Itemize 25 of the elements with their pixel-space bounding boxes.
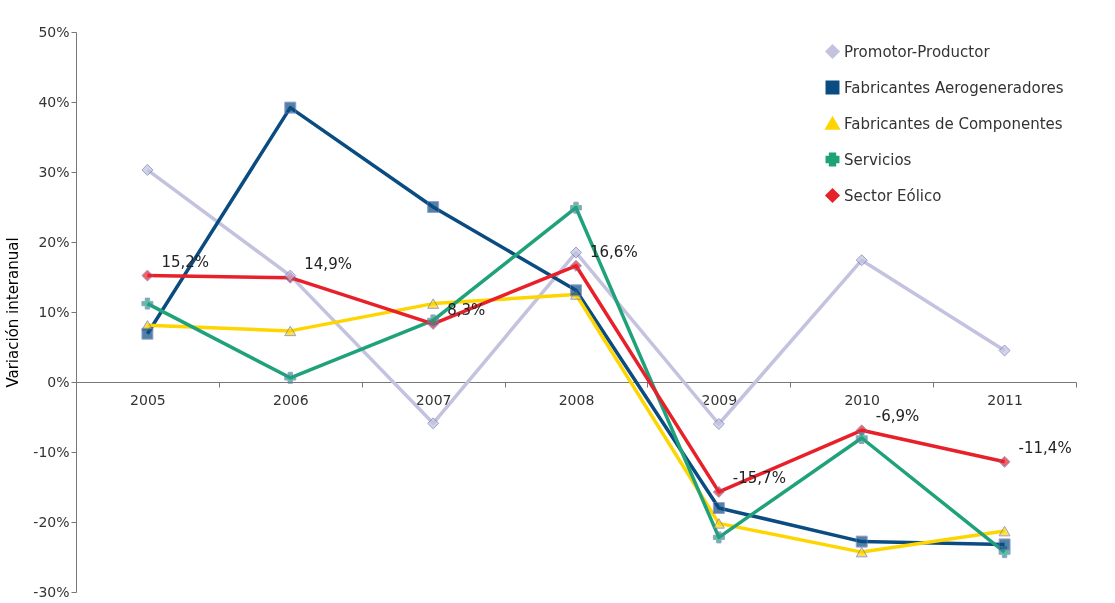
y-tick-label: -30%	[33, 583, 70, 600]
x-tick-label: 2007	[415, 391, 452, 408]
y-tick-label: 0%	[47, 373, 70, 390]
x-tick-label: 2008	[558, 391, 595, 408]
legend-label: Promotor-Productor	[844, 42, 991, 61]
y-tick-label: 50%	[38, 23, 70, 40]
y-tick-label: 10%	[38, 303, 70, 320]
y-tick-label: 30%	[38, 163, 70, 180]
y-tick-label: 40%	[38, 93, 70, 110]
x-tick-label: 2011	[987, 391, 1023, 408]
legend-label: Fabricantes Aerogeneradores	[844, 78, 1064, 97]
x-tick-label: 2006	[272, 391, 309, 408]
data-label: 14,9%	[304, 254, 352, 273]
x-tick-label: 2009	[701, 391, 738, 408]
x-tick-label: 2010	[844, 391, 881, 408]
y-tick-label: -10%	[33, 443, 70, 460]
legend-label: Fabricantes de Componentes	[844, 114, 1063, 133]
y-tick-label: -20%	[33, 513, 70, 530]
legend-label: Servicios	[844, 150, 912, 169]
x-tick-label: 2005	[130, 391, 166, 408]
y-tick-label: 20%	[38, 233, 70, 250]
legend-label: Sector Eólico	[844, 186, 942, 205]
data-label: -11,4%	[1018, 438, 1072, 457]
y-axis-title: Variación interanual	[4, 237, 23, 388]
data-label: -6,9%	[875, 407, 920, 426]
